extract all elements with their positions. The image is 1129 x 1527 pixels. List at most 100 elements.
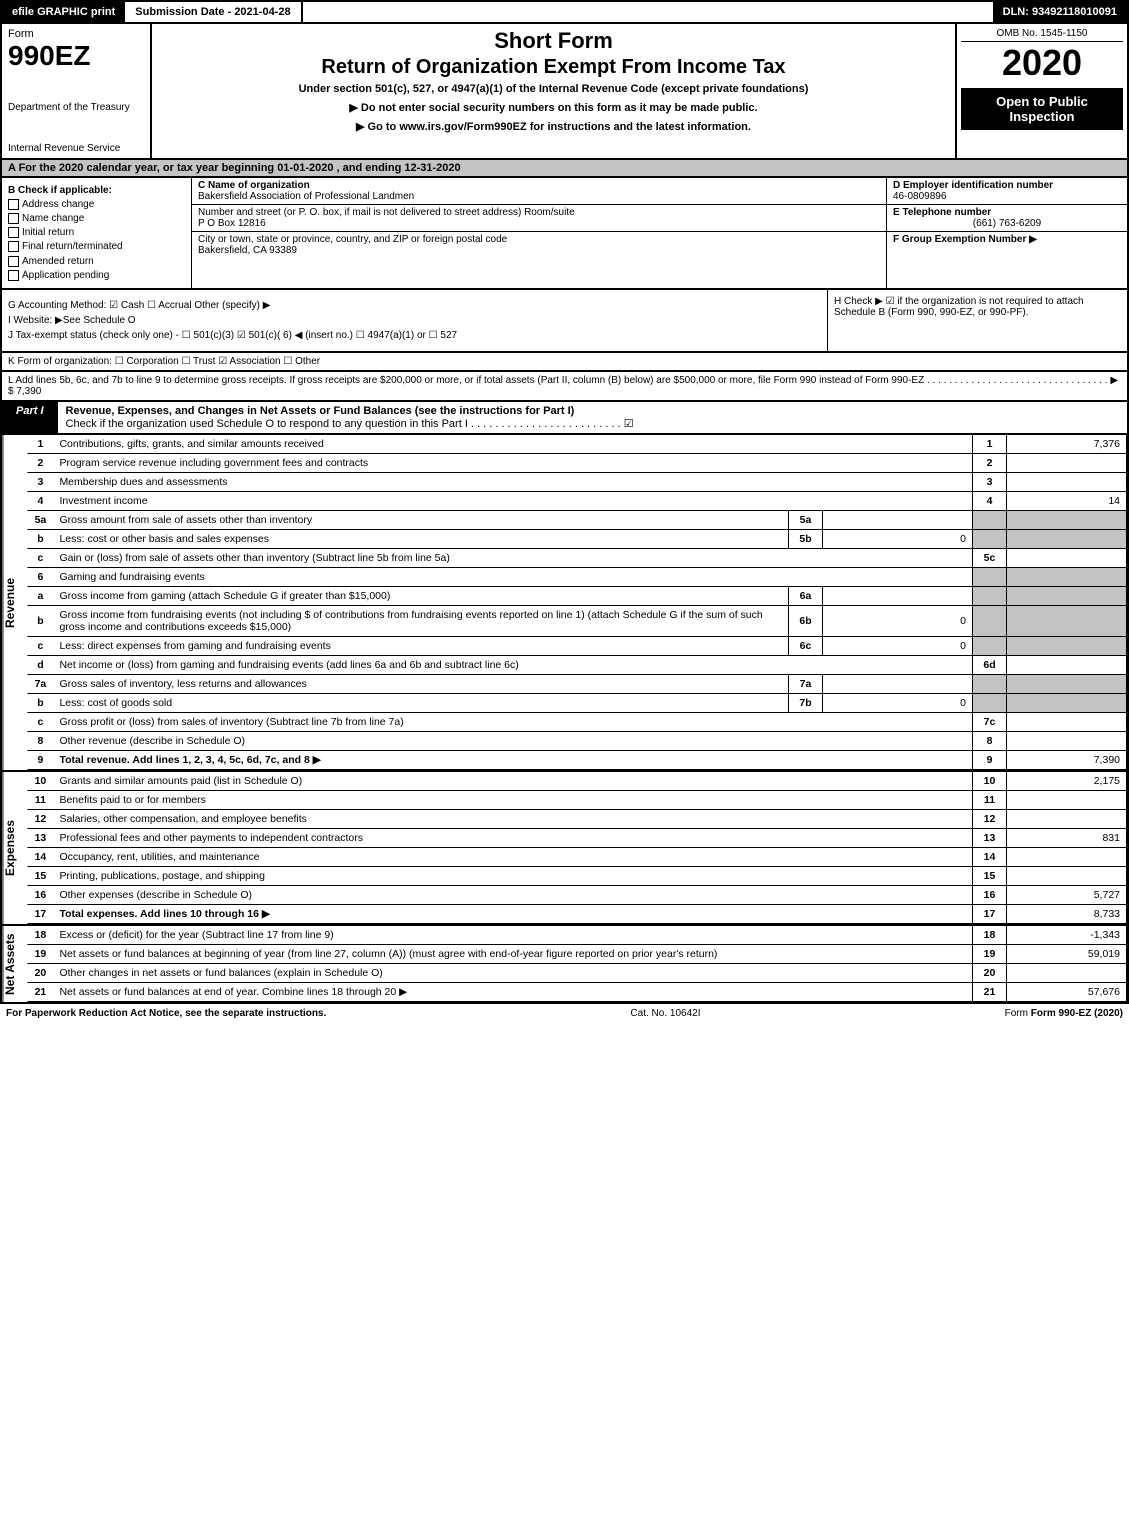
- line-number: d: [27, 655, 53, 674]
- line-number: 20: [27, 963, 53, 982]
- right-val: -1,343: [1007, 926, 1127, 945]
- line-row: 5aGross amount from sale of assets other…: [27, 510, 1126, 529]
- right-val: [1007, 586, 1127, 605]
- check-application-pending[interactable]: Application pending: [8, 270, 185, 281]
- line-desc: Other changes in net assets or fund bala…: [53, 963, 972, 982]
- right-val: [1007, 674, 1127, 693]
- mid-val: 0: [823, 693, 973, 712]
- right-num: 20: [973, 963, 1007, 982]
- line-row: 7aGross sales of inventory, less returns…: [27, 674, 1126, 693]
- mid-val: 0: [823, 529, 973, 548]
- section-bcdef: B Check if applicable: Address change Na…: [0, 178, 1129, 290]
- omb-number: OMB No. 1545-1150: [961, 28, 1123, 42]
- line-desc: Net income or (loss) from gaming and fun…: [53, 655, 972, 674]
- check-amended-return[interactable]: Amended return: [8, 256, 185, 267]
- line-number: 13: [27, 828, 53, 847]
- efile-label[interactable]: efile GRAPHIC print: [2, 2, 125, 22]
- check-name-change[interactable]: Name change: [8, 213, 185, 224]
- line-number: c: [27, 712, 53, 731]
- line-number: 11: [27, 790, 53, 809]
- line-desc: Gross profit or (loss) from sales of inv…: [53, 712, 972, 731]
- check-initial-return[interactable]: Initial return: [8, 227, 185, 238]
- header-left: Form 990EZ Department of the Treasury In…: [2, 24, 152, 158]
- line-number: 15: [27, 866, 53, 885]
- line-desc: Printing, publications, postage, and shi…: [53, 866, 972, 885]
- line-number: 12: [27, 809, 53, 828]
- goto-link[interactable]: ▶ Go to www.irs.gov/Form990EZ for instru…: [162, 120, 945, 133]
- line-number: 14: [27, 847, 53, 866]
- mid-val: 0: [823, 636, 973, 655]
- line-desc: Occupancy, rent, utilities, and maintena…: [53, 847, 972, 866]
- mid-num: 5b: [789, 529, 823, 548]
- line-number: 7a: [27, 674, 53, 693]
- right-num: [973, 529, 1007, 548]
- right-num: 5c: [973, 548, 1007, 567]
- line-desc: Gaming and fundraising events: [53, 567, 972, 586]
- footer-mid: Cat. No. 10642I: [630, 1008, 700, 1019]
- line-desc: Grants and similar amounts paid (list in…: [53, 772, 972, 791]
- line-number: 6: [27, 567, 53, 586]
- right-val: [1007, 731, 1127, 750]
- row-a-tax-year: A For the 2020 calendar year, or tax yea…: [0, 160, 1129, 178]
- line-desc: Total revenue. Add lines 1, 2, 3, 4, 5c,…: [53, 750, 972, 769]
- line-row: 19Net assets or fund balances at beginni…: [27, 944, 1126, 963]
- dln-label: DLN: 93492118010091: [993, 2, 1127, 22]
- box-b: B Check if applicable: Address change Na…: [2, 178, 192, 288]
- right-val: [1007, 963, 1127, 982]
- row-ghij-left: G Accounting Method: ☑ Cash ☐ Accrual Ot…: [2, 290, 827, 351]
- line-number: 16: [27, 885, 53, 904]
- line-desc: Gross income from gaming (attach Schedul…: [53, 586, 788, 605]
- check-address-change[interactable]: Address change: [8, 199, 185, 210]
- revenue-vlabel: Revenue: [2, 435, 27, 770]
- line-desc: Less: direct expenses from gaming and fu…: [53, 636, 788, 655]
- ein-cell: D Employer identification number 46-0809…: [887, 178, 1127, 205]
- line-row: cGain or (loss) from sale of assets othe…: [27, 548, 1126, 567]
- footer-right: Form Form 990-EZ (2020): [1005, 1008, 1123, 1019]
- title-short-form: Short Form: [162, 28, 945, 54]
- right-val: 2,175: [1007, 772, 1127, 791]
- line-number: 2: [27, 453, 53, 472]
- expenses-section: Expenses 10Grants and similar amounts pa…: [0, 772, 1129, 926]
- line-row: 9Total revenue. Add lines 1, 2, 3, 4, 5c…: [27, 750, 1126, 769]
- right-val: [1007, 548, 1127, 567]
- line-desc: Net assets or fund balances at beginning…: [53, 944, 972, 963]
- revenue-table: 1Contributions, gifts, grants, and simil…: [27, 435, 1127, 770]
- line-number: 19: [27, 944, 53, 963]
- line-desc: Contributions, gifts, grants, and simila…: [53, 435, 972, 454]
- right-val: [1007, 567, 1127, 586]
- right-val: [1007, 847, 1127, 866]
- line-desc: Excess or (deficit) for the year (Subtra…: [53, 926, 972, 945]
- line-row: 6Gaming and fundraising events: [27, 567, 1126, 586]
- dept-treasury: Department of the Treasury: [8, 102, 144, 113]
- line-row: 3Membership dues and assessments3: [27, 472, 1126, 491]
- line-desc: Professional fees and other payments to …: [53, 828, 972, 847]
- line-desc: Other revenue (describe in Schedule O): [53, 731, 972, 750]
- right-num: 8: [973, 731, 1007, 750]
- right-num: [973, 586, 1007, 605]
- check-final-return[interactable]: Final return/terminated: [8, 241, 185, 252]
- line-number: b: [27, 693, 53, 712]
- title-return: Return of Organization Exempt From Incom…: [162, 56, 945, 79]
- mid-num: 7a: [789, 674, 823, 693]
- form-header: Form 990EZ Department of the Treasury In…: [0, 24, 1129, 160]
- line-number: c: [27, 548, 53, 567]
- right-num: 7c: [973, 712, 1007, 731]
- revenue-section: Revenue 1Contributions, gifts, grants, a…: [0, 435, 1129, 772]
- part1-check-line: Check if the organization used Schedule …: [66, 418, 634, 430]
- line-number: 5a: [27, 510, 53, 529]
- phone-cell: E Telephone number (661) 763-6209: [887, 205, 1127, 232]
- right-num: 3: [973, 472, 1007, 491]
- submission-date: Submission Date - 2021-04-28: [125, 2, 302, 22]
- org-addr-value: P O Box 12816: [198, 218, 880, 229]
- right-val: 59,019: [1007, 944, 1127, 963]
- expenses-vlabel: Expenses: [2, 772, 27, 924]
- line-h: H Check ▶ ☑ if the organization is not r…: [827, 290, 1127, 351]
- right-num: [973, 605, 1007, 636]
- line-desc: Other expenses (describe in Schedule O): [53, 885, 972, 904]
- group-exempt-cell: F Group Exemption Number ▶: [887, 232, 1127, 247]
- line-number: 10: [27, 772, 53, 791]
- line-number: 18: [27, 926, 53, 945]
- line-desc: Gross amount from sale of assets other t…: [53, 510, 788, 529]
- subtitle-section: Under section 501(c), 527, or 4947(a)(1)…: [162, 83, 945, 95]
- right-num: 14: [973, 847, 1007, 866]
